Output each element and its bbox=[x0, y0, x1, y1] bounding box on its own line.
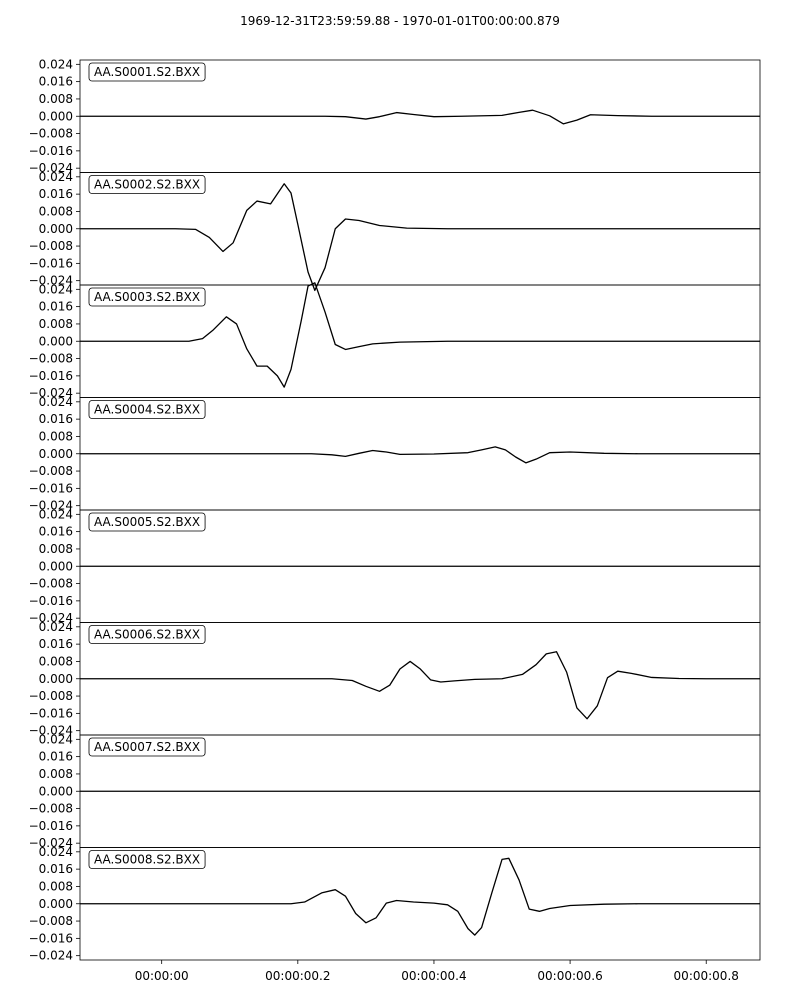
y-tick-label: −0.008 bbox=[29, 914, 73, 928]
y-tick-label: −0.008 bbox=[29, 352, 73, 366]
y-tick-label: −0.008 bbox=[29, 239, 73, 253]
y-tick-label: 0.008 bbox=[39, 654, 73, 668]
y-tick-label: 0.016 bbox=[39, 75, 73, 89]
station-label: AA.S0008.S2.BXX bbox=[94, 853, 200, 867]
y-tick-label: −0.008 bbox=[29, 577, 73, 591]
y-tick-label: −0.024 bbox=[29, 386, 73, 400]
y-tick-label: −0.016 bbox=[29, 481, 73, 495]
y-tick-label: 0.000 bbox=[39, 334, 73, 348]
station-label: AA.S0002.S2.BXX bbox=[94, 178, 200, 192]
y-tick-label: −0.016 bbox=[29, 594, 73, 608]
y-tick-label: −0.016 bbox=[29, 144, 73, 158]
trace-panel: 0.024 0.016 0.008 0.000 −0.008 −0.016 −0.024 AA… bbox=[29, 732, 761, 850]
y-tick-label: −0.024 bbox=[29, 611, 73, 625]
y-tick-label: −0.016 bbox=[29, 256, 73, 270]
y-tick-label: −0.024 bbox=[29, 274, 73, 288]
trace-line bbox=[80, 282, 760, 388]
station-label: AA.S0004.S2.BXX bbox=[94, 403, 200, 417]
y-tick-label: −0.024 bbox=[29, 724, 73, 738]
y-tick-label: 0.024 bbox=[39, 732, 73, 746]
y-tick-label: −0.008 bbox=[29, 802, 73, 816]
y-tick-label: −0.016 bbox=[29, 369, 73, 383]
trace-panel: 0.024 0.016 0.008 0.000 −0.008 −0.016 −0.024 AA… bbox=[29, 507, 761, 625]
station-label-box bbox=[88, 400, 206, 419]
station-label: AA.S0005.S2.BXX bbox=[94, 515, 200, 529]
x-tick-label: 00:00:00.2 bbox=[265, 969, 330, 983]
trace-line bbox=[80, 857, 760, 936]
trace-panels: 0.024 0.016 0.008 0.000 −0.008 −0.016 −0.024 AA… bbox=[29, 57, 761, 963]
y-tick-label: 0.016 bbox=[39, 525, 73, 539]
y-tick-label: 0.024 bbox=[39, 170, 73, 184]
y-tick-label: −0.016 bbox=[29, 706, 73, 720]
y-tick-label: 0.000 bbox=[39, 447, 73, 461]
y-tick-label: 0.000 bbox=[39, 672, 73, 686]
y-tick-label: 0.008 bbox=[39, 429, 73, 443]
y-tick-label: 0.016 bbox=[39, 187, 73, 201]
station-label-box bbox=[88, 737, 206, 757]
y-tick-label: 0.008 bbox=[39, 92, 73, 106]
y-tick-label: 0.024 bbox=[39, 395, 73, 409]
x-tick-label: 00:00:00.6 bbox=[537, 969, 602, 983]
x-tick-label: 00:00:00 bbox=[135, 969, 189, 983]
x-tick-label: 00:00:00.8 bbox=[674, 969, 739, 983]
y-tick-label: 0.000 bbox=[39, 784, 73, 798]
y-tick-label: 0.000 bbox=[39, 559, 73, 573]
y-tick-label: −0.008 bbox=[29, 464, 73, 478]
trace-panel: 0.024 0.016 0.008 0.000 −0.008 −0.016 −0.024 AA… bbox=[29, 57, 761, 175]
y-tick-label: 0.024 bbox=[39, 282, 73, 296]
station-label-box bbox=[88, 625, 206, 644]
y-tick-label: 0.008 bbox=[39, 317, 73, 331]
station-label-box bbox=[88, 850, 206, 869]
y-tick-label: 0.000 bbox=[39, 109, 73, 123]
station-label: AA.S0006.S2.BXX bbox=[94, 628, 200, 642]
trace-panel: 0.024 0.016 0.008 0.000 −0.008 −0.016 −0.024 AA… bbox=[29, 282, 761, 400]
trace-line bbox=[80, 651, 760, 720]
chart-title: 1969-12-31T23:59:59.88 - 1970-01-01T00:0… bbox=[240, 14, 560, 28]
trace-line bbox=[80, 183, 760, 292]
y-tick-label: 0.024 bbox=[39, 57, 73, 71]
trace-panel: 0.024 0.016 0.008 0.000 −0.008 −0.016 −0.024 AA… bbox=[29, 395, 761, 513]
trace-panel: 0.024 0.016 0.008 0.000 −0.008 −0.016 −0.024 AA… bbox=[29, 845, 761, 963]
station-label: AA.S0001.S2.BXX bbox=[94, 65, 200, 79]
y-tick-label: −0.024 bbox=[29, 499, 73, 513]
y-tick-label: −0.016 bbox=[29, 931, 73, 945]
trace-panel: 0.024 0.016 0.008 0.000 −0.008 −0.016 −0.024 AA… bbox=[29, 170, 761, 292]
trace-line bbox=[80, 109, 760, 125]
y-tick-label: 0.016 bbox=[39, 412, 73, 426]
y-tick-label: −0.024 bbox=[29, 949, 73, 963]
station-label-box bbox=[88, 287, 206, 307]
y-tick-label: 0.024 bbox=[39, 845, 73, 859]
station-label: AA.S0003.S2.BXX bbox=[94, 290, 200, 304]
x-tick-label: 00:00:00.4 bbox=[401, 969, 466, 983]
y-tick-label: 0.024 bbox=[39, 507, 73, 521]
y-tick-label: −0.024 bbox=[29, 161, 73, 175]
y-tick-label: 0.008 bbox=[39, 542, 73, 556]
y-tick-label: −0.008 bbox=[29, 689, 73, 703]
station-label: AA.S0007.S2.BXX bbox=[94, 740, 200, 754]
y-tick-label: 0.008 bbox=[39, 204, 73, 218]
y-tick-label: −0.008 bbox=[29, 127, 73, 141]
x-axis: 00:00:00 00:00:00.2 00:00:00.4 00:00:00.6 00… bbox=[135, 960, 739, 983]
y-tick-label: 0.000 bbox=[39, 897, 73, 911]
station-label-box bbox=[88, 512, 206, 532]
y-tick-label: 0.016 bbox=[39, 862, 73, 876]
y-tick-label: 0.000 bbox=[39, 222, 73, 236]
trace-line bbox=[80, 446, 760, 464]
y-tick-label: 0.008 bbox=[39, 879, 73, 893]
panel-frame bbox=[79, 847, 761, 961]
station-label-box bbox=[88, 175, 206, 194]
y-tick-label: −0.016 bbox=[29, 819, 73, 833]
y-tick-label: 0.016 bbox=[39, 750, 73, 764]
station-label-box bbox=[88, 62, 206, 82]
y-tick-label: −0.024 bbox=[29, 836, 73, 850]
y-tick-label: 0.008 bbox=[39, 767, 73, 781]
trace-panel: 0.024 0.016 0.008 0.000 −0.008 −0.016 −0.024 AA… bbox=[29, 620, 761, 738]
y-tick-label: 0.016 bbox=[39, 300, 73, 314]
y-tick-label: 0.016 bbox=[39, 637, 73, 651]
y-tick-label: 0.024 bbox=[39, 620, 73, 634]
